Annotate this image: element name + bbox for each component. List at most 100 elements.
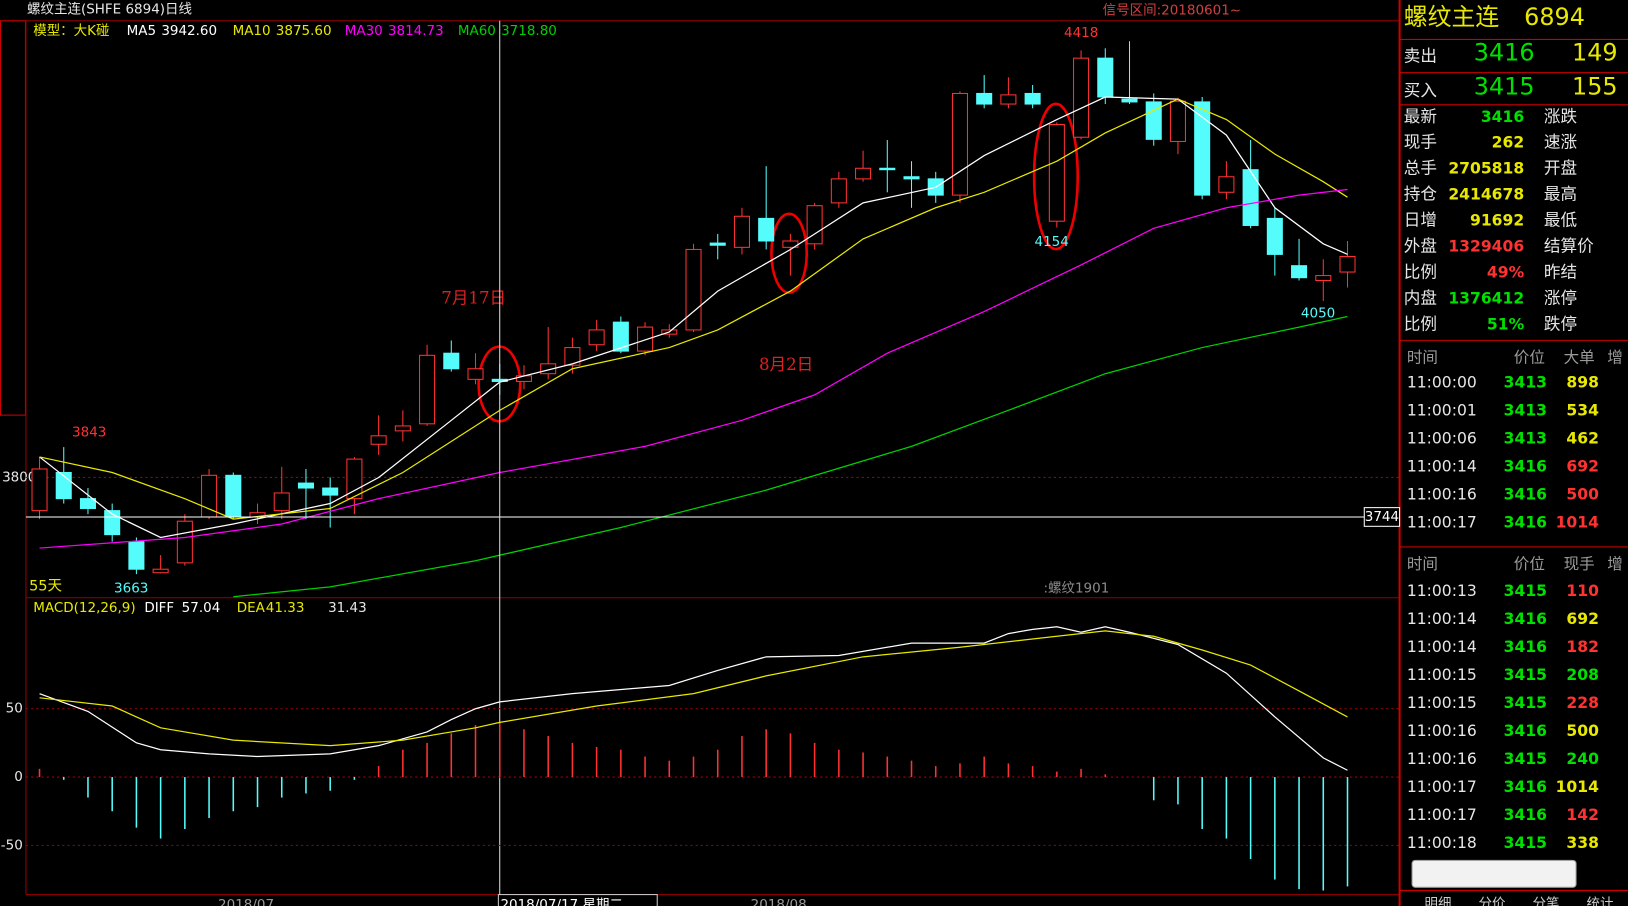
tick-volume: 692 bbox=[1566, 458, 1599, 476]
tick-price: 3416 bbox=[1504, 722, 1547, 740]
ma-line bbox=[233, 315, 1348, 598]
ma-name: MA60 bbox=[458, 23, 496, 39]
extreme-label: 4418 bbox=[1064, 25, 1098, 41]
macd-legend-name: DEA bbox=[237, 600, 266, 616]
candle-body bbox=[128, 541, 145, 570]
tick-volume: 500 bbox=[1566, 722, 1599, 740]
field-label: 昨结 bbox=[1544, 262, 1577, 281]
tick-volume: 110 bbox=[1566, 582, 1599, 600]
candle-body bbox=[370, 435, 387, 445]
y-tick-label: 50 bbox=[6, 701, 23, 717]
tick-price: 3413 bbox=[1504, 429, 1547, 447]
tick-time: 11:00:15 bbox=[1407, 694, 1477, 712]
tick-price: 3416 bbox=[1504, 486, 1547, 504]
tick-volume: 228 bbox=[1566, 694, 1599, 712]
days-label: 55天 bbox=[29, 578, 62, 594]
tick-volume: 240 bbox=[1566, 750, 1599, 768]
field-value: 2705818 bbox=[1448, 160, 1524, 178]
field-label: 涨跌 bbox=[1544, 107, 1578, 126]
field-label: 最新 bbox=[1404, 107, 1437, 126]
tick-time: 11:00:14 bbox=[1407, 638, 1477, 656]
tab[interactable]: 分价 bbox=[1478, 896, 1505, 906]
tick-price: 3416 bbox=[1504, 638, 1547, 656]
bid-price: 3415 bbox=[1474, 73, 1535, 101]
ask-label: 卖出 bbox=[1404, 47, 1437, 66]
ma-legend: MA30 3814.73 bbox=[345, 23, 444, 39]
tick-price: 3416 bbox=[1504, 514, 1547, 532]
macd-legend-name: DIFF bbox=[144, 600, 174, 616]
tick-volume: 1014 bbox=[1556, 778, 1599, 796]
candle-body bbox=[176, 520, 193, 564]
macd-line bbox=[39, 630, 1348, 747]
candle-body bbox=[1097, 57, 1114, 98]
tick-volume: 898 bbox=[1566, 373, 1599, 391]
candle-body bbox=[1000, 94, 1017, 105]
ma-value: 3942.60 bbox=[161, 23, 217, 39]
ma-value: 3718.80 bbox=[501, 23, 557, 39]
candle-body bbox=[1073, 57, 1090, 138]
tabs: 明细 分价 分笔 统计 bbox=[1425, 896, 1614, 906]
table-header: 大单 bbox=[1564, 349, 1595, 367]
tick-time: 11:00:15 bbox=[1407, 666, 1477, 684]
field-label: 比例 bbox=[1404, 262, 1437, 281]
tick-price: 3415 bbox=[1504, 694, 1547, 712]
table-header: 时间 bbox=[1407, 349, 1438, 367]
extreme-label: 4050 bbox=[1301, 305, 1335, 321]
y-tick-label: -50 bbox=[1, 837, 23, 853]
tick-time: 11:00:06 bbox=[1407, 429, 1477, 447]
candle-body bbox=[564, 347, 581, 366]
candle-body bbox=[322, 487, 339, 496]
tab[interactable]: 明细 bbox=[1425, 896, 1452, 906]
tick-price: 3413 bbox=[1504, 373, 1547, 391]
candle-body bbox=[637, 326, 654, 352]
x-date: 2018/07/17 星期二 bbox=[500, 897, 622, 906]
tick-price: 3415 bbox=[1504, 582, 1547, 600]
candle-body bbox=[1048, 123, 1065, 222]
field-value: 262 bbox=[1492, 134, 1525, 152]
candle-body bbox=[467, 368, 484, 380]
candle-body bbox=[733, 215, 750, 248]
table-header: 时间 bbox=[1407, 555, 1438, 573]
extreme-label: 3843 bbox=[72, 425, 106, 441]
tick-price: 3416 bbox=[1504, 458, 1547, 476]
tick-time: 11:00:18 bbox=[1407, 834, 1477, 852]
extreme-label: 4154 bbox=[1034, 234, 1068, 250]
tick-volume: 534 bbox=[1566, 401, 1599, 419]
tab[interactable]: 统计 bbox=[1586, 896, 1613, 906]
candle-body bbox=[685, 248, 702, 331]
tick-price: 3413 bbox=[1504, 401, 1547, 419]
ime-toolbar bbox=[1411, 859, 1577, 888]
candle-body bbox=[806, 205, 823, 245]
field-value: 49% bbox=[1487, 263, 1525, 281]
candle-body bbox=[855, 167, 872, 180]
macd-value: 31.43 bbox=[328, 600, 367, 616]
tick-time: 11:00:16 bbox=[1407, 486, 1477, 504]
signal-range: 信号区间:20180601~ bbox=[1103, 2, 1241, 18]
bid-volume: 155 bbox=[1572, 73, 1618, 101]
tick-volume: 462 bbox=[1566, 429, 1599, 447]
field-label: 跌停 bbox=[1544, 314, 1577, 333]
candle-body bbox=[1145, 101, 1162, 140]
field-value: 3416 bbox=[1481, 108, 1524, 126]
field-value: 51% bbox=[1487, 315, 1525, 333]
tick-time: 11:00:14 bbox=[1407, 610, 1477, 628]
tick-volume: 208 bbox=[1566, 666, 1599, 684]
cursor-price: 3744 bbox=[1365, 509, 1399, 525]
ma-legend: MA5 3942.60 bbox=[127, 23, 217, 39]
macd-legend-value: 57.04 bbox=[182, 600, 221, 616]
tick-volume: 1014 bbox=[1556, 514, 1599, 532]
tick-price: 3415 bbox=[1504, 834, 1547, 852]
tab[interactable]: 分笔 bbox=[1532, 896, 1559, 906]
quote-code: 6894 bbox=[1524, 3, 1585, 31]
ma-line bbox=[39, 98, 1348, 520]
annotation: 7月17日 bbox=[441, 288, 506, 307]
y-tick-label: 0 bbox=[14, 769, 23, 785]
candle-body bbox=[443, 352, 460, 370]
candle-body bbox=[612, 321, 629, 352]
field-label: 结算价 bbox=[1544, 236, 1594, 255]
tick-volume: 338 bbox=[1566, 834, 1599, 852]
macd-legend-value: 41.33 bbox=[266, 600, 305, 616]
field-label: 开盘 bbox=[1544, 159, 1577, 178]
candle-body bbox=[419, 354, 436, 425]
extreme-label: 3663 bbox=[114, 581, 148, 597]
